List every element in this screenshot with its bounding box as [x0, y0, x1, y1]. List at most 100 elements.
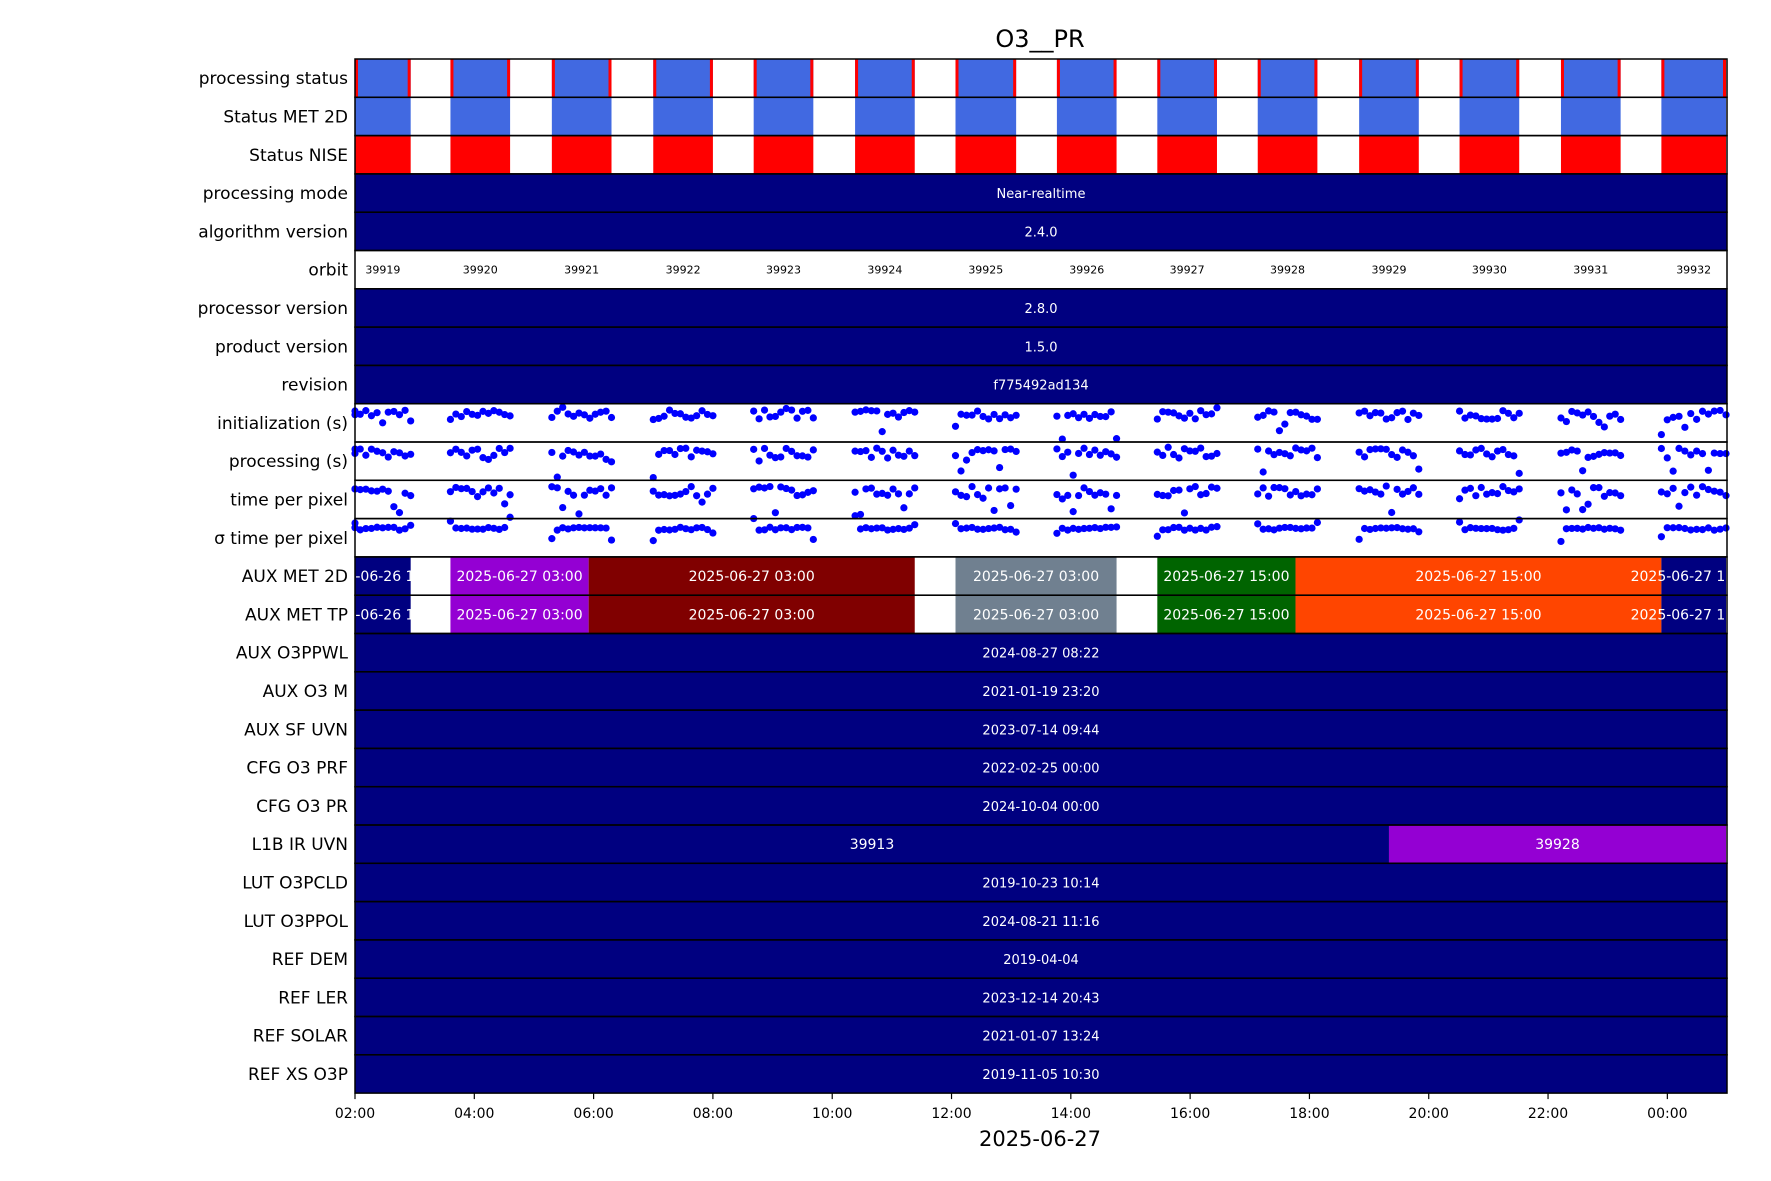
scatter-point [682, 487, 690, 496]
scatter-point [1722, 411, 1730, 419]
scatter-point [900, 408, 908, 417]
scatter-point [1698, 449, 1707, 458]
scatter-point [862, 524, 870, 532]
scatter-point [894, 490, 903, 498]
scatter-point [1286, 452, 1294, 460]
scatter-point [649, 487, 657, 495]
orbit-number: 39931 [1573, 264, 1608, 277]
scatter-point [979, 447, 987, 455]
segment-label: 2025-06-27 15:00 [1631, 607, 1757, 623]
status-block [1359, 59, 1419, 98]
scatter-point [1595, 484, 1603, 492]
segment-label: 2025-06-27 15:00 [1163, 607, 1289, 623]
scatter-point [1693, 491, 1701, 499]
scatter-point [1562, 448, 1570, 456]
scatter-point [809, 414, 817, 422]
scatter-point [1415, 490, 1423, 498]
scatter-point [905, 524, 913, 532]
scatter-point [1617, 415, 1625, 424]
scatter-point [356, 410, 364, 418]
scatter-point [1568, 407, 1576, 416]
scatter-point [990, 447, 998, 455]
scatter-point [1058, 524, 1066, 532]
segment-label: 2025-06-27 15:00 [1631, 569, 1757, 585]
scatter-point [1360, 487, 1369, 495]
scatter-point [1191, 447, 1199, 455]
status-block [955, 59, 1017, 98]
scatter-point [1366, 486, 1374, 494]
segment-bar [1388, 825, 1727, 864]
scatter-point [793, 491, 801, 500]
scatter-point [1698, 525, 1707, 534]
scatter-point [766, 413, 774, 421]
x-tick-label: 18:00 [1289, 1106, 1329, 1122]
constant-bar [355, 863, 1727, 902]
scatter-point [1657, 533, 1665, 541]
scatter-point [1584, 453, 1592, 461]
scatter-point [1355, 535, 1363, 543]
scatter-point [1493, 447, 1502, 455]
scatter-point [1053, 445, 1061, 453]
scatter-point [1102, 523, 1110, 531]
row-aux-met-tp: 2025-06-26 15:00 2025-06-27 03:00 2025-06-… [320, 595, 1757, 634]
scatter-point [777, 408, 785, 416]
scatter-point [984, 446, 993, 454]
scatter-point [703, 448, 712, 456]
status-block [1661, 59, 1727, 98]
scatter-point [569, 491, 578, 499]
scatter-point [996, 523, 1004, 531]
scatter-point [1164, 443, 1172, 451]
scatter-point [1169, 450, 1178, 459]
orbit-number: 39928 [1270, 264, 1305, 277]
scatter-point [788, 447, 796, 456]
scatter-point [575, 523, 583, 532]
scatter-point [575, 451, 583, 459]
row-lut-o3pcld: 2019-10-23 10:14 [355, 863, 1727, 902]
scatter-point [1001, 411, 1009, 419]
scatter-point [1466, 411, 1475, 419]
scatter-point [698, 407, 706, 415]
row-labels: processing status Status MET 2D Status NIS… [198, 69, 349, 1085]
row-product-version: 1.5.0 [355, 327, 1727, 366]
row-label: LUT O3PPOL [244, 912, 349, 932]
scatter-point [1102, 490, 1110, 498]
status-edge [653, 59, 657, 98]
scatter-point [1270, 483, 1278, 492]
scatter-point [1716, 525, 1724, 533]
scatter-point [894, 451, 903, 459]
status-block [551, 59, 612, 98]
scatter-point [755, 526, 763, 534]
scatter-point [671, 409, 679, 418]
scatter-point [771, 509, 779, 517]
scatter-point [1510, 488, 1518, 496]
scatter-point [1259, 411, 1267, 419]
scatter-point [1213, 523, 1221, 531]
scatter-point [1207, 410, 1216, 418]
scatter-point [1568, 486, 1576, 494]
scatter-point [798, 452, 807, 460]
scatter-point [580, 448, 588, 456]
row-processing-mode: Near-realtime [355, 173, 1727, 213]
scatter-point [911, 452, 919, 460]
scatter-point [1191, 526, 1199, 534]
scatter-point [1360, 453, 1369, 461]
scatter-point [1382, 482, 1390, 490]
scatter-point [559, 452, 567, 460]
scatter-point [1164, 526, 1172, 534]
scatter-point [660, 412, 668, 420]
scatter-point [1557, 449, 1565, 457]
scatter-point [548, 448, 556, 457]
scatter-point [548, 535, 556, 543]
scatter-point [1557, 414, 1565, 422]
scatter-point [1472, 492, 1480, 500]
status-block [955, 97, 1017, 136]
status-block [1157, 97, 1217, 136]
scatter-point [760, 526, 769, 534]
scatter-point [957, 491, 965, 499]
scatter-point [384, 487, 392, 495]
segment-label: 2025-06-27 03:00 [973, 607, 1099, 623]
status-block [450, 59, 511, 98]
status-edge [753, 59, 757, 98]
scatter-point [973, 490, 982, 499]
status-block [1661, 135, 1727, 174]
